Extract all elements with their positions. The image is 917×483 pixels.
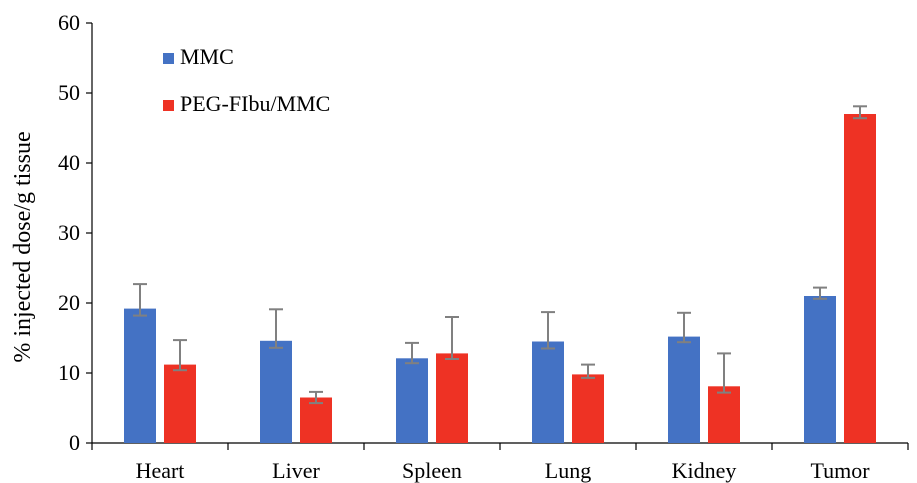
x-tick-label: Lung	[545, 458, 591, 483]
y-axis-title: % injected dose/g tissue	[10, 131, 36, 362]
y-tick-label: 30	[58, 220, 80, 245]
bar-peg-fibu-mmc-spleen	[436, 353, 468, 443]
bar-peg-fibu-mmc-heart	[164, 364, 196, 443]
y-tick-label: 50	[58, 80, 80, 105]
y-tick-label: 60	[58, 10, 80, 35]
x-axis: Heart Liver Spleen Lung Kidney Tumor	[91, 442, 909, 483]
legend-label: PEG-FIbu/MMC	[180, 91, 330, 116]
bar-mmc-heart	[124, 308, 156, 443]
bar-mmc-tumor	[804, 296, 836, 443]
bar-mmc-liver	[260, 340, 292, 443]
bar-peg-fibu-mmc-tumor	[844, 114, 876, 443]
bar-peg-fibu-mmc-liver	[300, 397, 332, 443]
legend-swatch	[163, 53, 174, 64]
error-bars	[133, 105, 867, 405]
x-tick-label: Kidney	[672, 458, 737, 483]
bar-peg-fibu-mmc-lung	[572, 374, 604, 443]
bar-mmc-spleen	[396, 358, 428, 443]
y-tick-label: 40	[58, 150, 80, 175]
y-tick-label: 20	[58, 290, 80, 315]
y-axis: 0 10 20 30 40 50 60	[58, 10, 93, 455]
bars	[124, 114, 876, 443]
legend-label: MMC	[180, 44, 234, 69]
bar-mmc-lung	[532, 341, 564, 443]
x-tick-label: Spleen	[402, 458, 462, 483]
bar-mmc-kidney	[668, 336, 700, 443]
bar-peg-fibu-mmc-kidney	[708, 386, 740, 443]
y-tick-label: 10	[58, 360, 80, 385]
x-tick-label: Liver	[272, 458, 320, 483]
legend-swatch	[163, 100, 174, 111]
legend: MMC PEG-FIbu/MMC	[163, 44, 330, 116]
y-tick-label: 0	[69, 430, 80, 455]
x-tick-label: Heart	[136, 458, 185, 483]
x-tick-label: Tumor	[810, 458, 870, 483]
